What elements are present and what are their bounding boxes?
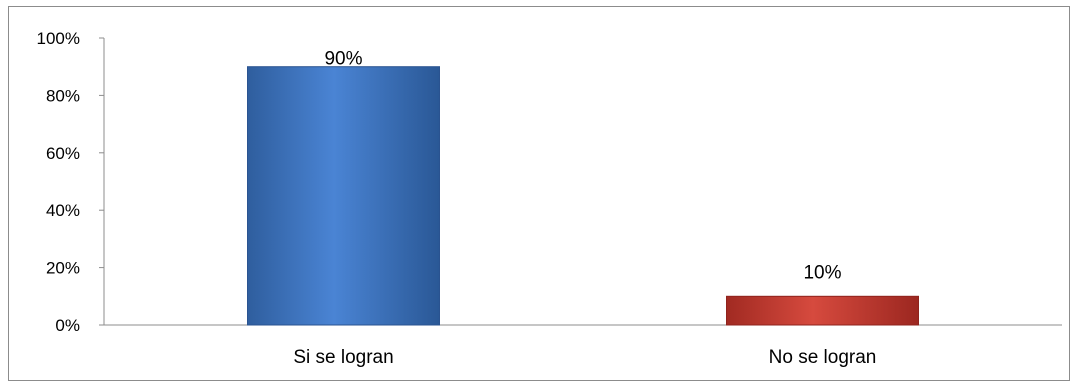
data-label: 10% xyxy=(803,262,841,283)
data-label: 90% xyxy=(324,49,362,70)
y-tick-label: 40% xyxy=(46,201,80,220)
x-tick-label: No se logran xyxy=(769,347,877,368)
bars xyxy=(247,66,919,326)
y-tick-label: 20% xyxy=(46,259,80,278)
labels: Si se logran 90% No se logran 10% xyxy=(293,49,876,368)
y-tick-label: 100% xyxy=(37,29,80,48)
bar xyxy=(247,66,440,326)
bar xyxy=(726,295,919,326)
y-tick-label: 60% xyxy=(46,144,80,163)
x-tick-label: Si se logran xyxy=(293,347,393,368)
axes: 0% 20% 40% 60% 80% 100% xyxy=(37,29,1062,335)
y-tick-label: 80% xyxy=(46,86,80,105)
y-tick-label: 0% xyxy=(55,316,80,335)
